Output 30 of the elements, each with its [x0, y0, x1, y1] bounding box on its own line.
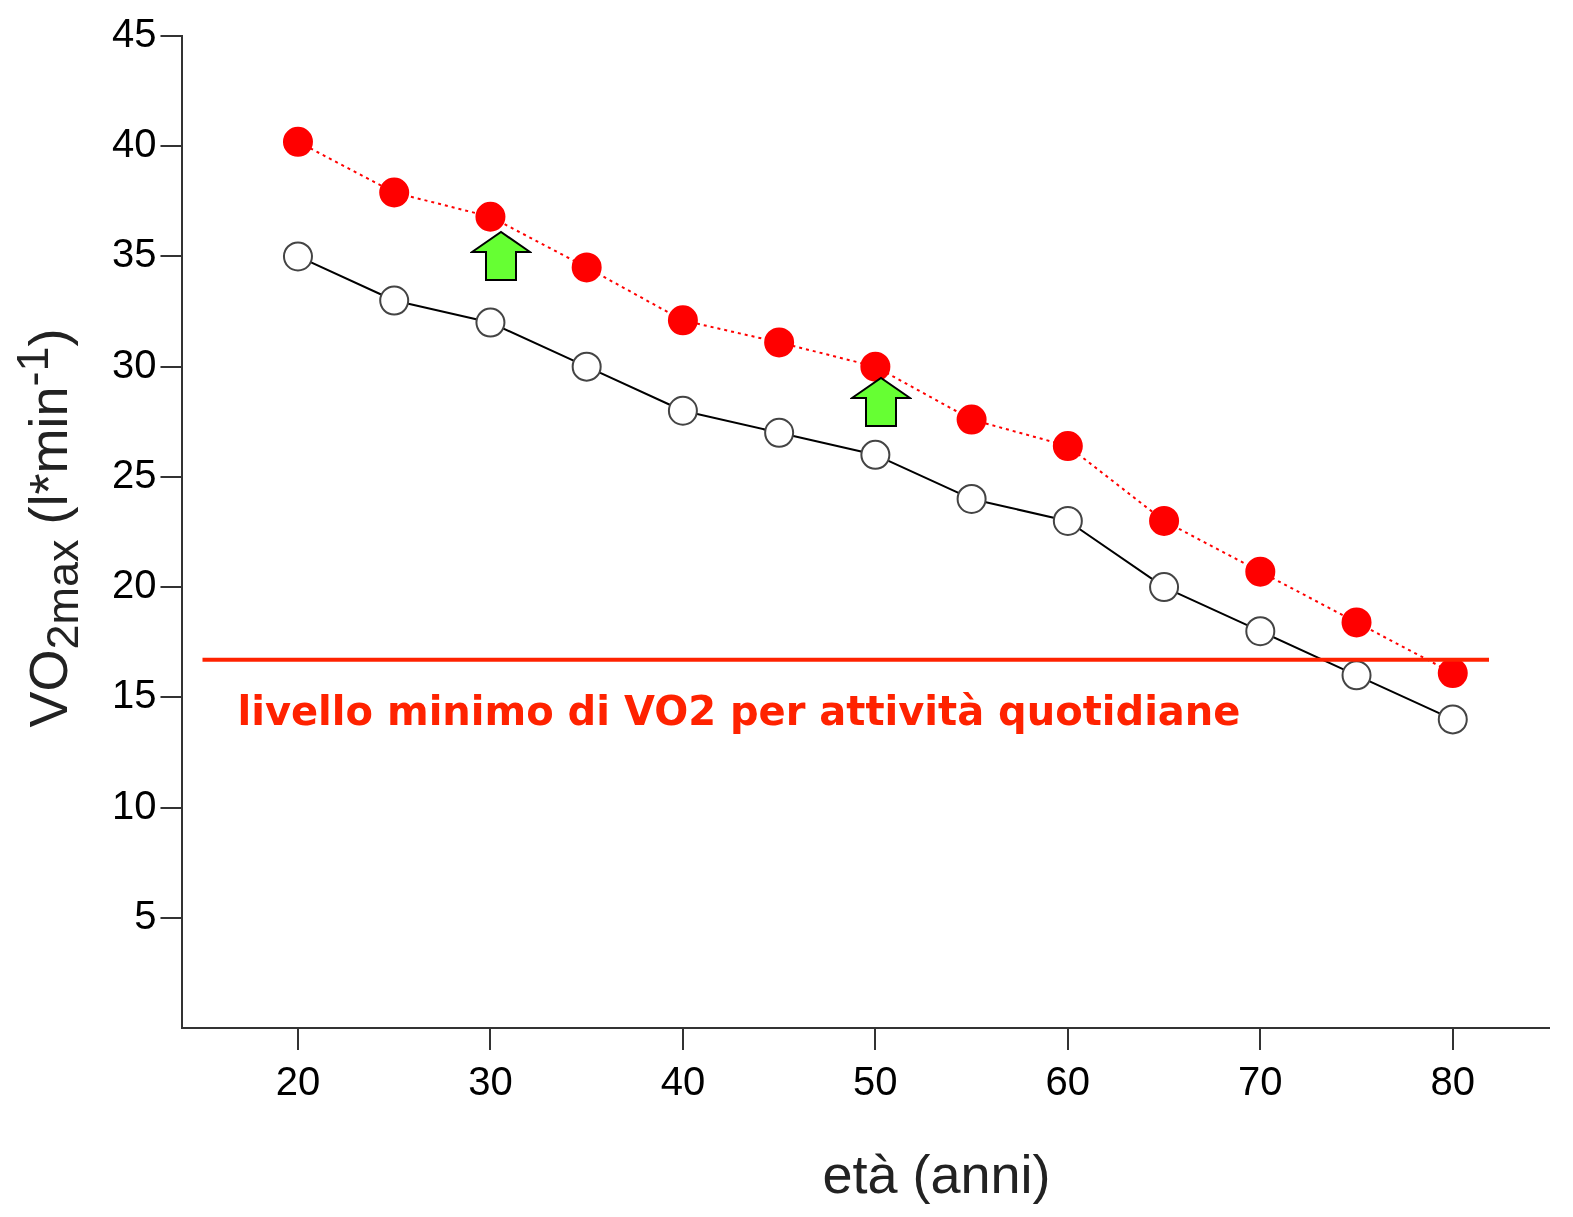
y-tick-label: 5 [134, 892, 157, 937]
point [379, 177, 410, 208]
point [1245, 556, 1276, 587]
point [1149, 505, 1180, 536]
point [860, 351, 891, 382]
point [1341, 607, 1372, 638]
y-tick-label: 10 [111, 782, 157, 827]
x-tick-label: 40 [660, 1059, 706, 1104]
x-tick-label: 20 [275, 1059, 321, 1104]
x-tick-label: 50 [853, 1059, 898, 1104]
y-tick-label: 40 [111, 121, 157, 166]
point [956, 404, 987, 435]
y-tick-label: 15 [111, 672, 157, 717]
x-axis-title: età (anni) [822, 1144, 1051, 1204]
x-tick-label: 60 [1045, 1059, 1091, 1104]
point [667, 305, 698, 336]
x-tick-label: 70 [1238, 1059, 1283, 1104]
point [764, 327, 795, 358]
point [475, 201, 506, 232]
y-tick-label: 20 [111, 562, 157, 607]
x-tick-label: 30 [468, 1059, 513, 1104]
y-tick-label: 35 [111, 231, 157, 276]
point [571, 252, 602, 283]
point [282, 126, 313, 157]
point [1052, 431, 1083, 462]
y-tick-label: 25 [111, 451, 157, 496]
ref-line-label: livello minimo di VO2 per attività quotidiane [237, 688, 1241, 735]
x-tick-label: 80 [1430, 1059, 1476, 1104]
y-tick-label: 45 [111, 11, 157, 56]
y-tick-label: 30 [111, 341, 157, 386]
